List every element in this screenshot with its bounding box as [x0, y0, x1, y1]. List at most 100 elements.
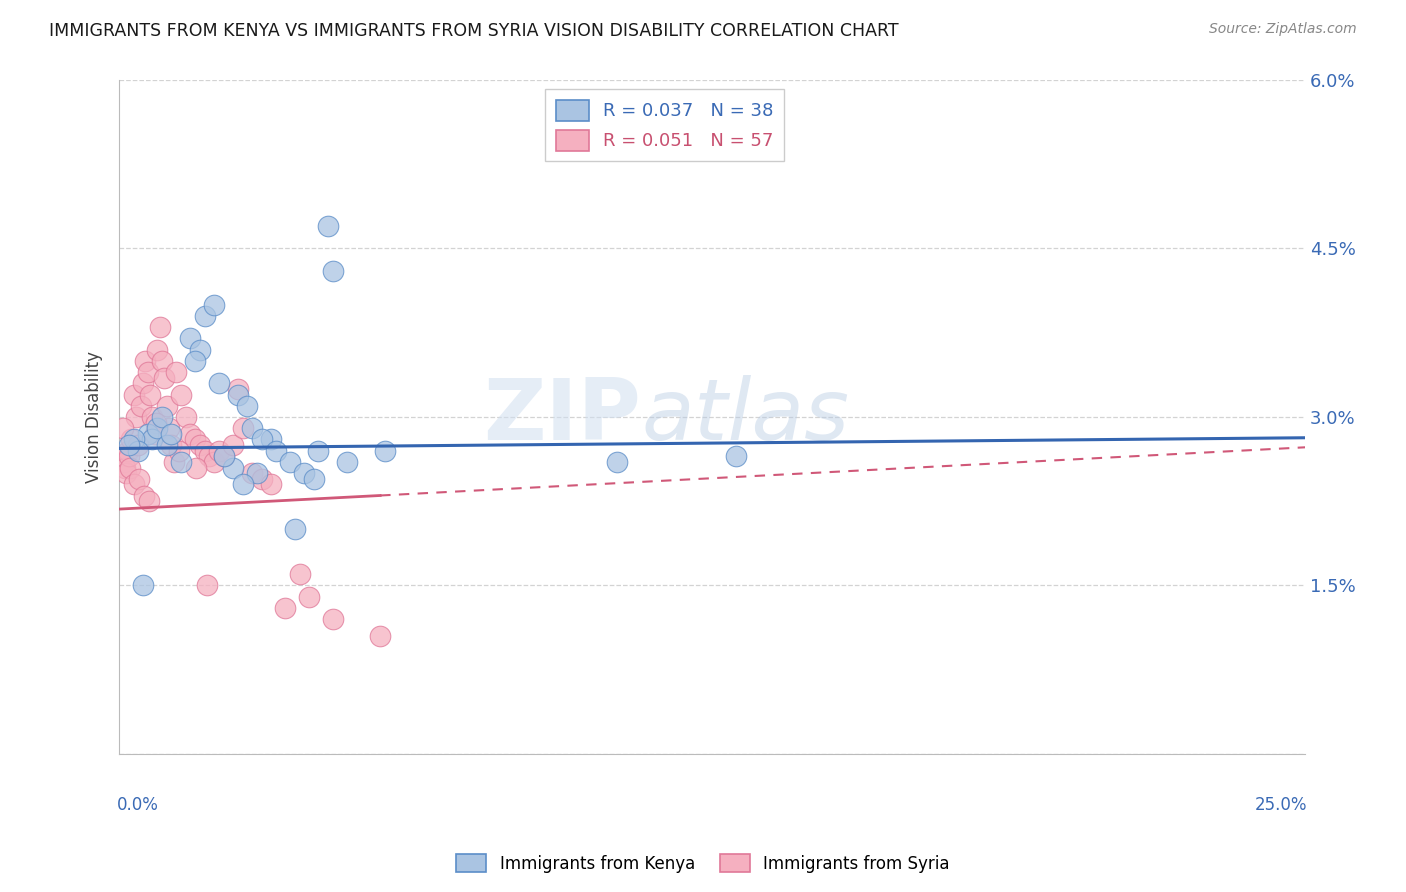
Point [322, 264, 344, 278]
Point [222, 460, 245, 475]
Point [184, 353, 207, 368]
Text: ZIP: ZIP [484, 376, 641, 458]
Point [208, 376, 231, 391]
Point [112, 455, 135, 469]
Point [129, 399, 152, 413]
Text: atlas: atlas [641, 376, 849, 458]
Point [724, 450, 747, 464]
Point [118, 438, 141, 452]
Point [194, 309, 217, 323]
Point [226, 382, 249, 396]
Legend: R = 0.037   N = 38, R = 0.051   N = 57: R = 0.037 N = 38, R = 0.051 N = 57 [546, 89, 785, 161]
Point [127, 443, 149, 458]
Point [368, 629, 391, 643]
Point [250, 472, 273, 486]
Point [232, 477, 254, 491]
Point [170, 387, 193, 401]
Point [132, 578, 155, 592]
Point [125, 409, 148, 424]
Point [302, 472, 325, 486]
Point [150, 353, 173, 368]
Point [128, 472, 150, 486]
Point [141, 433, 163, 447]
Point [236, 399, 259, 413]
Point [240, 421, 263, 435]
Point [195, 578, 218, 592]
Point [115, 466, 138, 480]
Y-axis label: Vision Disability: Vision Disability [86, 351, 103, 483]
Point [146, 343, 169, 357]
Text: 25.0%: 25.0% [1256, 796, 1308, 814]
Point [167, 443, 190, 458]
Point [160, 426, 183, 441]
Point [292, 466, 315, 480]
Point [122, 387, 145, 401]
Point [308, 443, 330, 458]
Point [157, 421, 180, 435]
Point [127, 438, 149, 452]
Point [132, 376, 155, 391]
Point [118, 460, 141, 475]
Point [174, 409, 197, 424]
Point [156, 399, 179, 413]
Point [145, 416, 167, 430]
Point [117, 443, 139, 458]
Point [240, 466, 263, 480]
Point [278, 455, 301, 469]
Point [141, 409, 163, 424]
Point [198, 450, 221, 464]
Point [232, 421, 254, 435]
Point [143, 426, 166, 441]
Text: 0.0%: 0.0% [117, 796, 159, 814]
Point [118, 450, 141, 464]
Point [139, 387, 162, 401]
Point [136, 365, 159, 379]
Point [184, 460, 207, 475]
Point [374, 443, 396, 458]
Point [114, 460, 136, 475]
Point [112, 421, 135, 435]
Point [149, 320, 172, 334]
Point [246, 466, 269, 480]
Point [250, 433, 273, 447]
Point [179, 426, 201, 441]
Point [170, 455, 193, 469]
Text: Source: ZipAtlas.com: Source: ZipAtlas.com [1209, 22, 1357, 37]
Point [136, 426, 159, 441]
Point [165, 365, 187, 379]
Point [184, 433, 207, 447]
Point [222, 438, 245, 452]
Point [298, 590, 321, 604]
Text: IMMIGRANTS FROM KENYA VS IMMIGRANTS FROM SYRIA VISION DISABILITY CORRELATION CHA: IMMIGRANTS FROM KENYA VS IMMIGRANTS FROM… [49, 22, 898, 40]
Point [156, 438, 179, 452]
Point [179, 331, 201, 345]
Point [153, 370, 176, 384]
Point [284, 522, 307, 536]
Point [316, 219, 339, 233]
Point [138, 494, 160, 508]
Point [132, 489, 155, 503]
Point [146, 421, 169, 435]
Point [288, 567, 311, 582]
Point [188, 438, 211, 452]
Point [194, 443, 217, 458]
Point [274, 601, 297, 615]
Point [202, 298, 225, 312]
Point [122, 433, 145, 447]
Point [212, 450, 235, 464]
Point [120, 433, 142, 447]
Point [150, 409, 173, 424]
Point [134, 353, 156, 368]
Point [202, 455, 225, 469]
Point [322, 612, 344, 626]
Point [260, 433, 283, 447]
Point [188, 343, 211, 357]
Legend: Immigrants from Kenya, Immigrants from Syria: Immigrants from Kenya, Immigrants from S… [450, 847, 956, 880]
Point [336, 455, 359, 469]
Point [124, 477, 146, 491]
Point [264, 443, 287, 458]
Point [226, 387, 249, 401]
Point [163, 455, 186, 469]
Point [606, 455, 628, 469]
Point [208, 443, 231, 458]
